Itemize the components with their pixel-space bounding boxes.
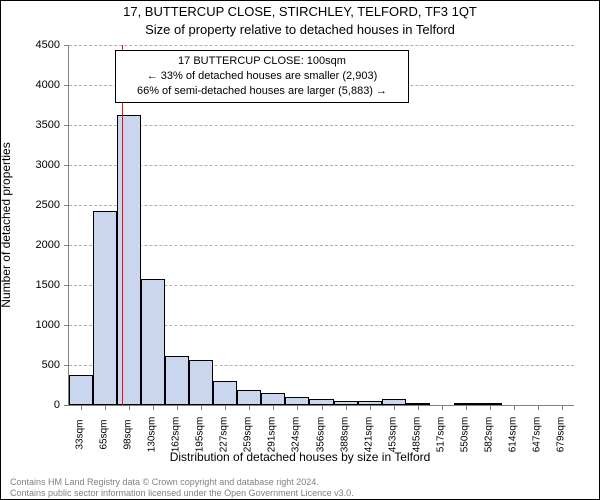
- xtick-label: 33sqm: [75, 419, 86, 449]
- annotation-line1: 17 BUTTERCUP CLOSE: 100sqm: [122, 54, 402, 69]
- xtick-mark: [129, 405, 130, 410]
- chart-container: 17, BUTTERCUP CLOSE, STIRCHLEY, TELFORD,…: [0, 0, 600, 500]
- xtick-mark: [442, 405, 443, 410]
- xtick-label: 647sqm: [531, 417, 542, 453]
- xtick-label: 130sqm: [147, 417, 158, 453]
- chart-title-line2: Size of property relative to detached ho…: [0, 22, 600, 37]
- xtick-mark: [153, 405, 154, 410]
- annotation-line2: ← 33% of detached houses are smaller (2,…: [122, 69, 402, 84]
- xtick-mark: [177, 405, 178, 410]
- ytick-mark: [64, 245, 69, 246]
- gridline: [69, 125, 574, 126]
- histogram-bar: [261, 393, 285, 405]
- ytick-label: 4000: [10, 79, 60, 91]
- xtick-label: 582sqm: [483, 417, 494, 453]
- footer-line2: Contains public sector information licen…: [10, 488, 354, 500]
- histogram-bar: [141, 279, 165, 405]
- xtick-label: 291sqm: [267, 417, 278, 453]
- histogram-bar: [93, 211, 117, 405]
- ytick-mark: [64, 125, 69, 126]
- xtick-mark: [562, 405, 563, 410]
- histogram-bar: [213, 381, 237, 405]
- histogram-bar: [165, 356, 189, 405]
- ytick-mark: [64, 325, 69, 326]
- xtick-mark: [490, 405, 491, 410]
- xtick-label: 195sqm: [195, 417, 206, 453]
- xtick-mark: [105, 405, 106, 410]
- xtick-label: 614sqm: [507, 417, 518, 453]
- xtick-mark: [538, 405, 539, 410]
- footer-attribution: Contains HM Land Registry data © Crown c…: [10, 477, 354, 500]
- xtick-label: 324sqm: [291, 417, 302, 453]
- xtick-mark: [394, 405, 395, 410]
- ytick-mark: [64, 205, 69, 206]
- xtick-mark: [418, 405, 419, 410]
- xtick-label: 517sqm: [435, 417, 446, 453]
- ytick-label: 2500: [10, 199, 60, 211]
- xtick-mark: [370, 405, 371, 410]
- ytick-label: 500: [10, 359, 60, 371]
- xtick-label: 162sqm: [171, 417, 182, 453]
- xtick-mark: [346, 405, 347, 410]
- ytick-mark: [64, 365, 69, 366]
- xtick-mark: [225, 405, 226, 410]
- xtick-label: 421sqm: [363, 417, 374, 453]
- annotation-box: 17 BUTTERCUP CLOSE: 100sqm← 33% of detac…: [115, 50, 409, 103]
- histogram-bar: [69, 375, 93, 405]
- xtick-label: 679sqm: [555, 417, 566, 453]
- ytick-label: 1000: [10, 319, 60, 331]
- xtick-mark: [466, 405, 467, 410]
- histogram-bar: [285, 397, 309, 405]
- xtick-mark: [322, 405, 323, 410]
- histogram-bar: [237, 390, 261, 405]
- ytick-label: 1500: [10, 279, 60, 291]
- xtick-label: 388sqm: [339, 417, 350, 453]
- ytick-label: 2000: [10, 239, 60, 251]
- ytick-mark: [64, 405, 69, 406]
- xtick-label: 98sqm: [123, 419, 134, 449]
- xtick-label: 259sqm: [243, 417, 254, 453]
- xtick-label: 227sqm: [219, 417, 230, 453]
- xtick-mark: [514, 405, 515, 410]
- footer-line1: Contains HM Land Registry data © Crown c…: [10, 477, 354, 489]
- xtick-label: 65sqm: [99, 419, 110, 449]
- xtick-label: 485sqm: [411, 417, 422, 453]
- xtick-label: 356sqm: [315, 417, 326, 453]
- ytick-mark: [64, 45, 69, 46]
- ytick-mark: [64, 85, 69, 86]
- chart-title-line1: 17, BUTTERCUP CLOSE, STIRCHLEY, TELFORD,…: [0, 4, 600, 19]
- ytick-label: 4500: [10, 39, 60, 51]
- xtick-mark: [81, 405, 82, 410]
- xtick-label: 550sqm: [459, 417, 470, 453]
- ytick-label: 3500: [10, 119, 60, 131]
- gridline: [69, 165, 574, 166]
- gridline: [69, 245, 574, 246]
- xtick-mark: [273, 405, 274, 410]
- ytick-mark: [64, 285, 69, 286]
- ytick-label: 0: [10, 399, 60, 411]
- ytick-label: 3000: [10, 159, 60, 171]
- histogram-bar: [189, 360, 213, 405]
- ytick-mark: [64, 165, 69, 166]
- xtick-mark: [201, 405, 202, 410]
- gridline: [69, 205, 574, 206]
- xtick-label: 453sqm: [387, 417, 398, 453]
- annotation-line3: 66% of semi-detached houses are larger (…: [122, 84, 402, 99]
- gridline: [69, 45, 574, 46]
- xtick-mark: [297, 405, 298, 410]
- plot-area: 17 BUTTERCUP CLOSE: 100sqm← 33% of detac…: [68, 45, 574, 406]
- xtick-mark: [249, 405, 250, 410]
